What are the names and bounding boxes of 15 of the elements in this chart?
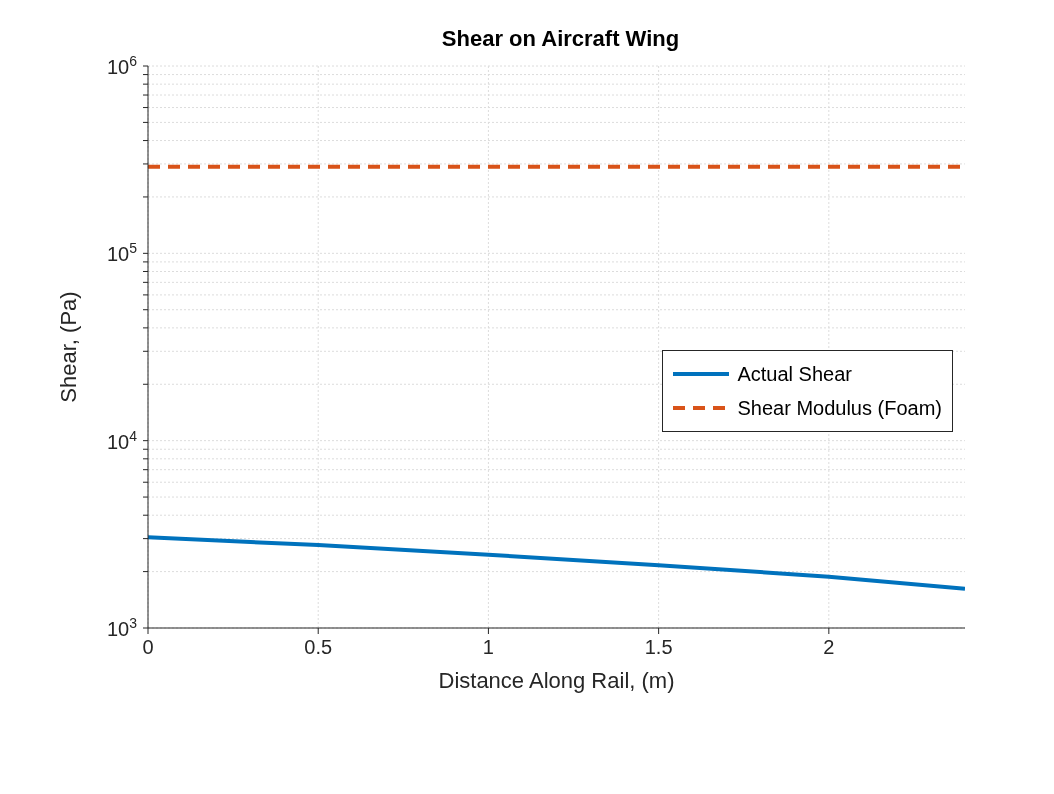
x-tick-label: 0 [142,636,154,658]
x-tick-label: 2 [823,636,835,658]
legend-label: Shear Modulus (Foam) [737,396,942,420]
x-axis-title: Distance Along Rail, (m) [438,667,675,693]
x-tick-label: 1 [482,636,494,658]
y-tick-label: 10$^{3}$ [106,615,138,640]
chart-title: Shear on Aircraft Wing [440,26,681,52]
line-series [148,535,965,591]
x-tick-label: 0.5 [304,636,333,658]
legend-label: Actual Shear [737,362,852,386]
x-tick-label: 1.5 [644,636,673,658]
y-axis-title: Shear, (Pa) [55,291,81,403]
y-tick-label: 10$^{6}$ [106,53,138,78]
y-tick-label: 10$^{4}$ [106,427,138,453]
y-tick-label: 10$^{5}$ [106,240,138,266]
